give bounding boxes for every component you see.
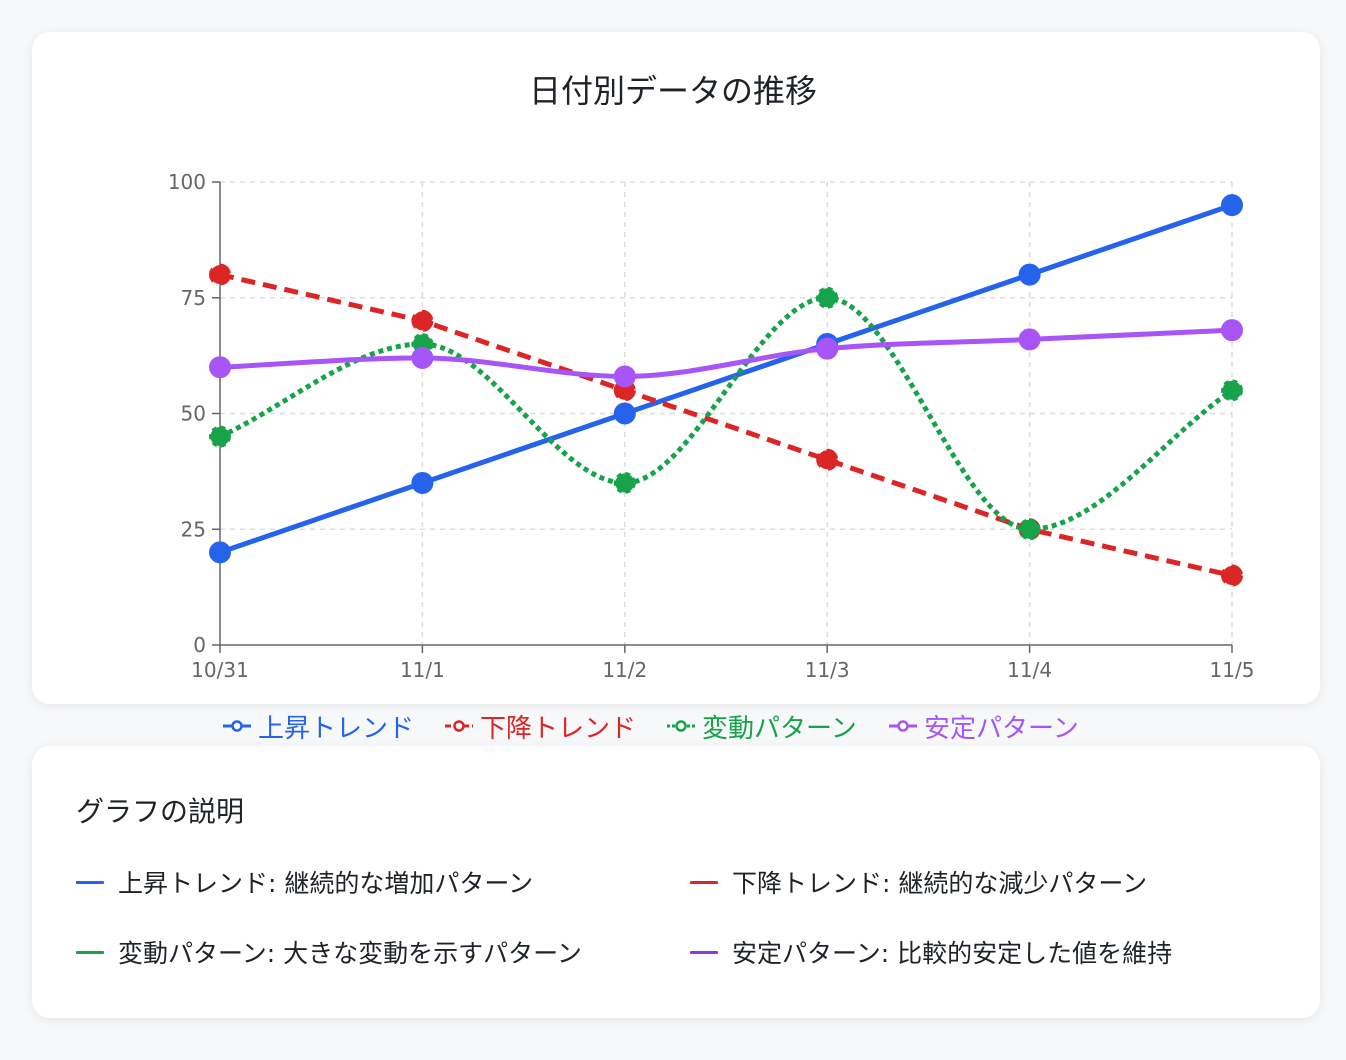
line-chart: 0 25 50 75 100 10/31 11/1 11/2 11/3 11/4 11/5	[168, 170, 1255, 682]
description-card	[32, 746, 1320, 1018]
legend-label: 上昇トレンド	[258, 713, 415, 744]
stable-data-point	[613, 365, 636, 388]
legend-item-rising[interactable]: 上昇トレンド	[222, 706, 414, 746]
y-tick-label: 25	[181, 517, 206, 541]
description-item-falling: 下降トレンド: 継続的な減少パターン	[690, 864, 1147, 900]
y-tick-label: 100	[168, 170, 206, 194]
falling-data-point	[1221, 564, 1243, 587]
falling-series-line	[219, 272, 1233, 578]
legend-label: 下降トレンド	[480, 713, 637, 744]
legend-item-fluctuating[interactable]: 変動パターン	[666, 706, 857, 746]
stable-series-line	[219, 327, 1233, 379]
fluctuating-data-point	[209, 425, 231, 448]
rising-data-point	[1221, 194, 1243, 217]
fluctuating-data-point	[613, 471, 636, 494]
stable-data-point	[816, 337, 839, 360]
x-tick-label: 10/31	[191, 658, 249, 682]
legend-item-stable[interactable]: 安定パターン	[888, 706, 1079, 746]
stable-data-point	[1221, 319, 1243, 342]
legend-swatch	[223, 720, 251, 732]
stable-swatch	[690, 950, 718, 954]
x-tick-label: 11/1	[400, 658, 445, 682]
y-tick-label: 75	[181, 286, 206, 310]
description-item-fluctuating: 変動パターン: 大きな変動を示すパターン	[76, 934, 582, 970]
description-item-stable: 安定パターン: 比較的安定した値を維持	[690, 934, 1172, 970]
legend-swatch	[445, 720, 473, 732]
rising-data-point	[209, 541, 231, 564]
chart-legend: 上昇トレンド 下降トレンド 変動パターン 安定パターン	[0, 706, 1346, 746]
x-tick-label: 11/2	[602, 658, 647, 682]
y-tick-label: 0	[193, 633, 206, 657]
rising-data-point	[613, 402, 636, 425]
rising-swatch	[76, 880, 104, 884]
description-title: グラフの説明	[76, 795, 245, 828]
chart-title: 日付別データの推移	[528, 72, 817, 110]
legend-item-falling[interactable]: 下降トレンド	[444, 706, 636, 746]
description-item-rising: 上昇トレンド: 継続的な増加パターン	[76, 864, 533, 900]
legend-label: 安定パターン	[924, 713, 1079, 744]
stable-data-point	[411, 346, 434, 369]
x-tick-label: 11/3	[805, 658, 850, 682]
falling-data-point	[209, 263, 231, 286]
x-tick-label: 11/4	[1007, 658, 1052, 682]
fluctuating-data-point	[816, 286, 839, 309]
fluctuating-swatch	[76, 950, 104, 954]
legend-swatch	[667, 720, 695, 732]
rising-data-point	[411, 471, 434, 494]
falling-swatch	[690, 880, 718, 884]
legend-label: 変動パターン	[702, 713, 857, 744]
falling-data-point	[411, 309, 434, 332]
x-tick-label: 11/5	[1210, 658, 1255, 682]
stable-data-point	[1018, 328, 1041, 351]
description-text: 下降トレンド: 継続的な減少パターン	[732, 869, 1148, 898]
description-text: 安定パターン: 比較的安定した値を維持	[732, 939, 1173, 968]
fluctuating-data-point	[1221, 379, 1243, 402]
falling-data-point	[816, 448, 839, 471]
description-text: 上昇トレンド: 継続的な増加パターン	[118, 869, 534, 898]
y-tick-label: 50	[181, 402, 206, 426]
description-text: 変動パターン: 大きな変動を示すパターン	[118, 939, 582, 968]
rising-data-point	[1018, 263, 1041, 286]
legend-swatch	[889, 720, 917, 732]
fluctuating-data-point	[1018, 518, 1041, 541]
stable-data-point	[209, 356, 231, 379]
rising-series-line	[219, 202, 1233, 555]
